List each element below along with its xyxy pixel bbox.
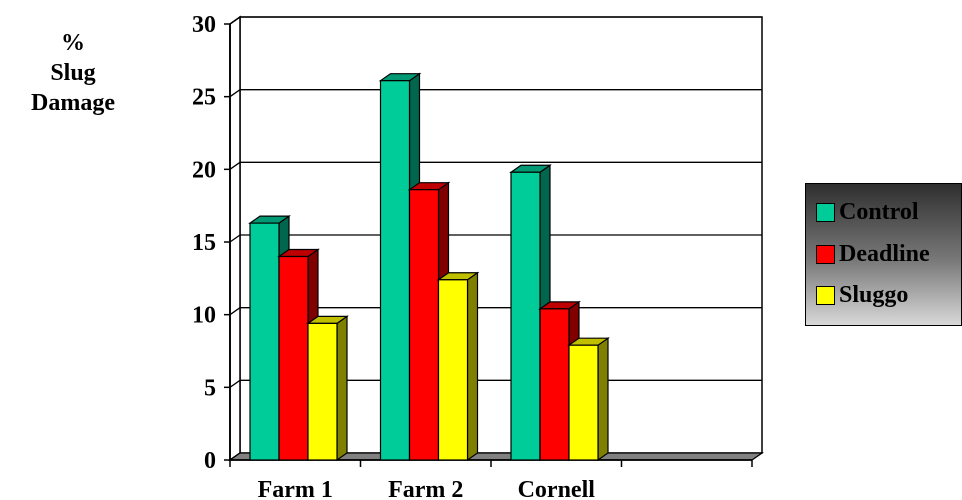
gridline-side — [229, 307, 241, 316]
x-tick-label: Farm 1 — [258, 477, 333, 500]
gridline-side — [229, 379, 241, 388]
y-tick-label: 20 — [192, 157, 216, 183]
y-axis-label-line: Damage — [31, 90, 115, 116]
legend-item-deadline: Deadline — [816, 239, 930, 269]
bar-front — [408, 189, 440, 461]
legend-item-sluggo: Sluggo — [816, 280, 908, 310]
legend-label-deadline: Deadline — [839, 240, 930, 267]
bar-sluggo-farm-1 — [306, 315, 349, 462]
bar-front — [249, 222, 280, 461]
bar-front — [510, 171, 541, 461]
bar-front — [568, 344, 599, 461]
bar-sluggo-cornell — [567, 337, 610, 462]
legend-label-control: Control — [839, 198, 919, 225]
y-tick-label: 25 — [192, 85, 216, 111]
tick-labels: 0 5 10 15 20 25 30 Farm 1 Farm 2 Cornell — [192, 12, 595, 500]
legend-swatch-sluggo — [816, 285, 835, 305]
bar-side — [597, 337, 609, 462]
gridline-side — [229, 234, 241, 243]
x-tick-label: Cornell — [518, 477, 596, 500]
legend-swatch-control — [816, 202, 835, 222]
y-tick-label: 5 — [204, 375, 216, 401]
y-tick-label: 15 — [192, 230, 216, 256]
bars — [248, 72, 610, 462]
y-tick-label: 10 — [192, 303, 216, 329]
legend: Control Deadline Sluggo — [805, 183, 962, 326]
bar-front — [437, 279, 469, 461]
bar-front — [539, 308, 570, 461]
bar-front — [278, 255, 309, 461]
bar-side — [336, 315, 348, 462]
gridline-side — [229, 161, 241, 170]
x-tick-label: Farm 2 — [388, 477, 463, 500]
y-axis-label-line: % — [61, 30, 85, 56]
y-tick-label: 30 — [192, 12, 216, 38]
bar-front — [379, 80, 411, 461]
y-axis-label: % Slug Damage — [18, 28, 128, 118]
bar-side — [466, 271, 479, 462]
y-tick-label: 0 — [204, 448, 216, 474]
legend-swatch-deadline — [816, 244, 835, 264]
bar-front — [307, 322, 338, 461]
legend-label-sluggo: Sluggo — [839, 281, 909, 308]
gridlines — [229, 16, 762, 388]
bar-sluggo-farm-2 — [436, 271, 480, 462]
y-axis-label-line: Slug — [50, 60, 96, 86]
gridline-side — [229, 16, 241, 25]
gridline-side — [229, 89, 241, 98]
legend-item-control: Control — [816, 197, 919, 227]
